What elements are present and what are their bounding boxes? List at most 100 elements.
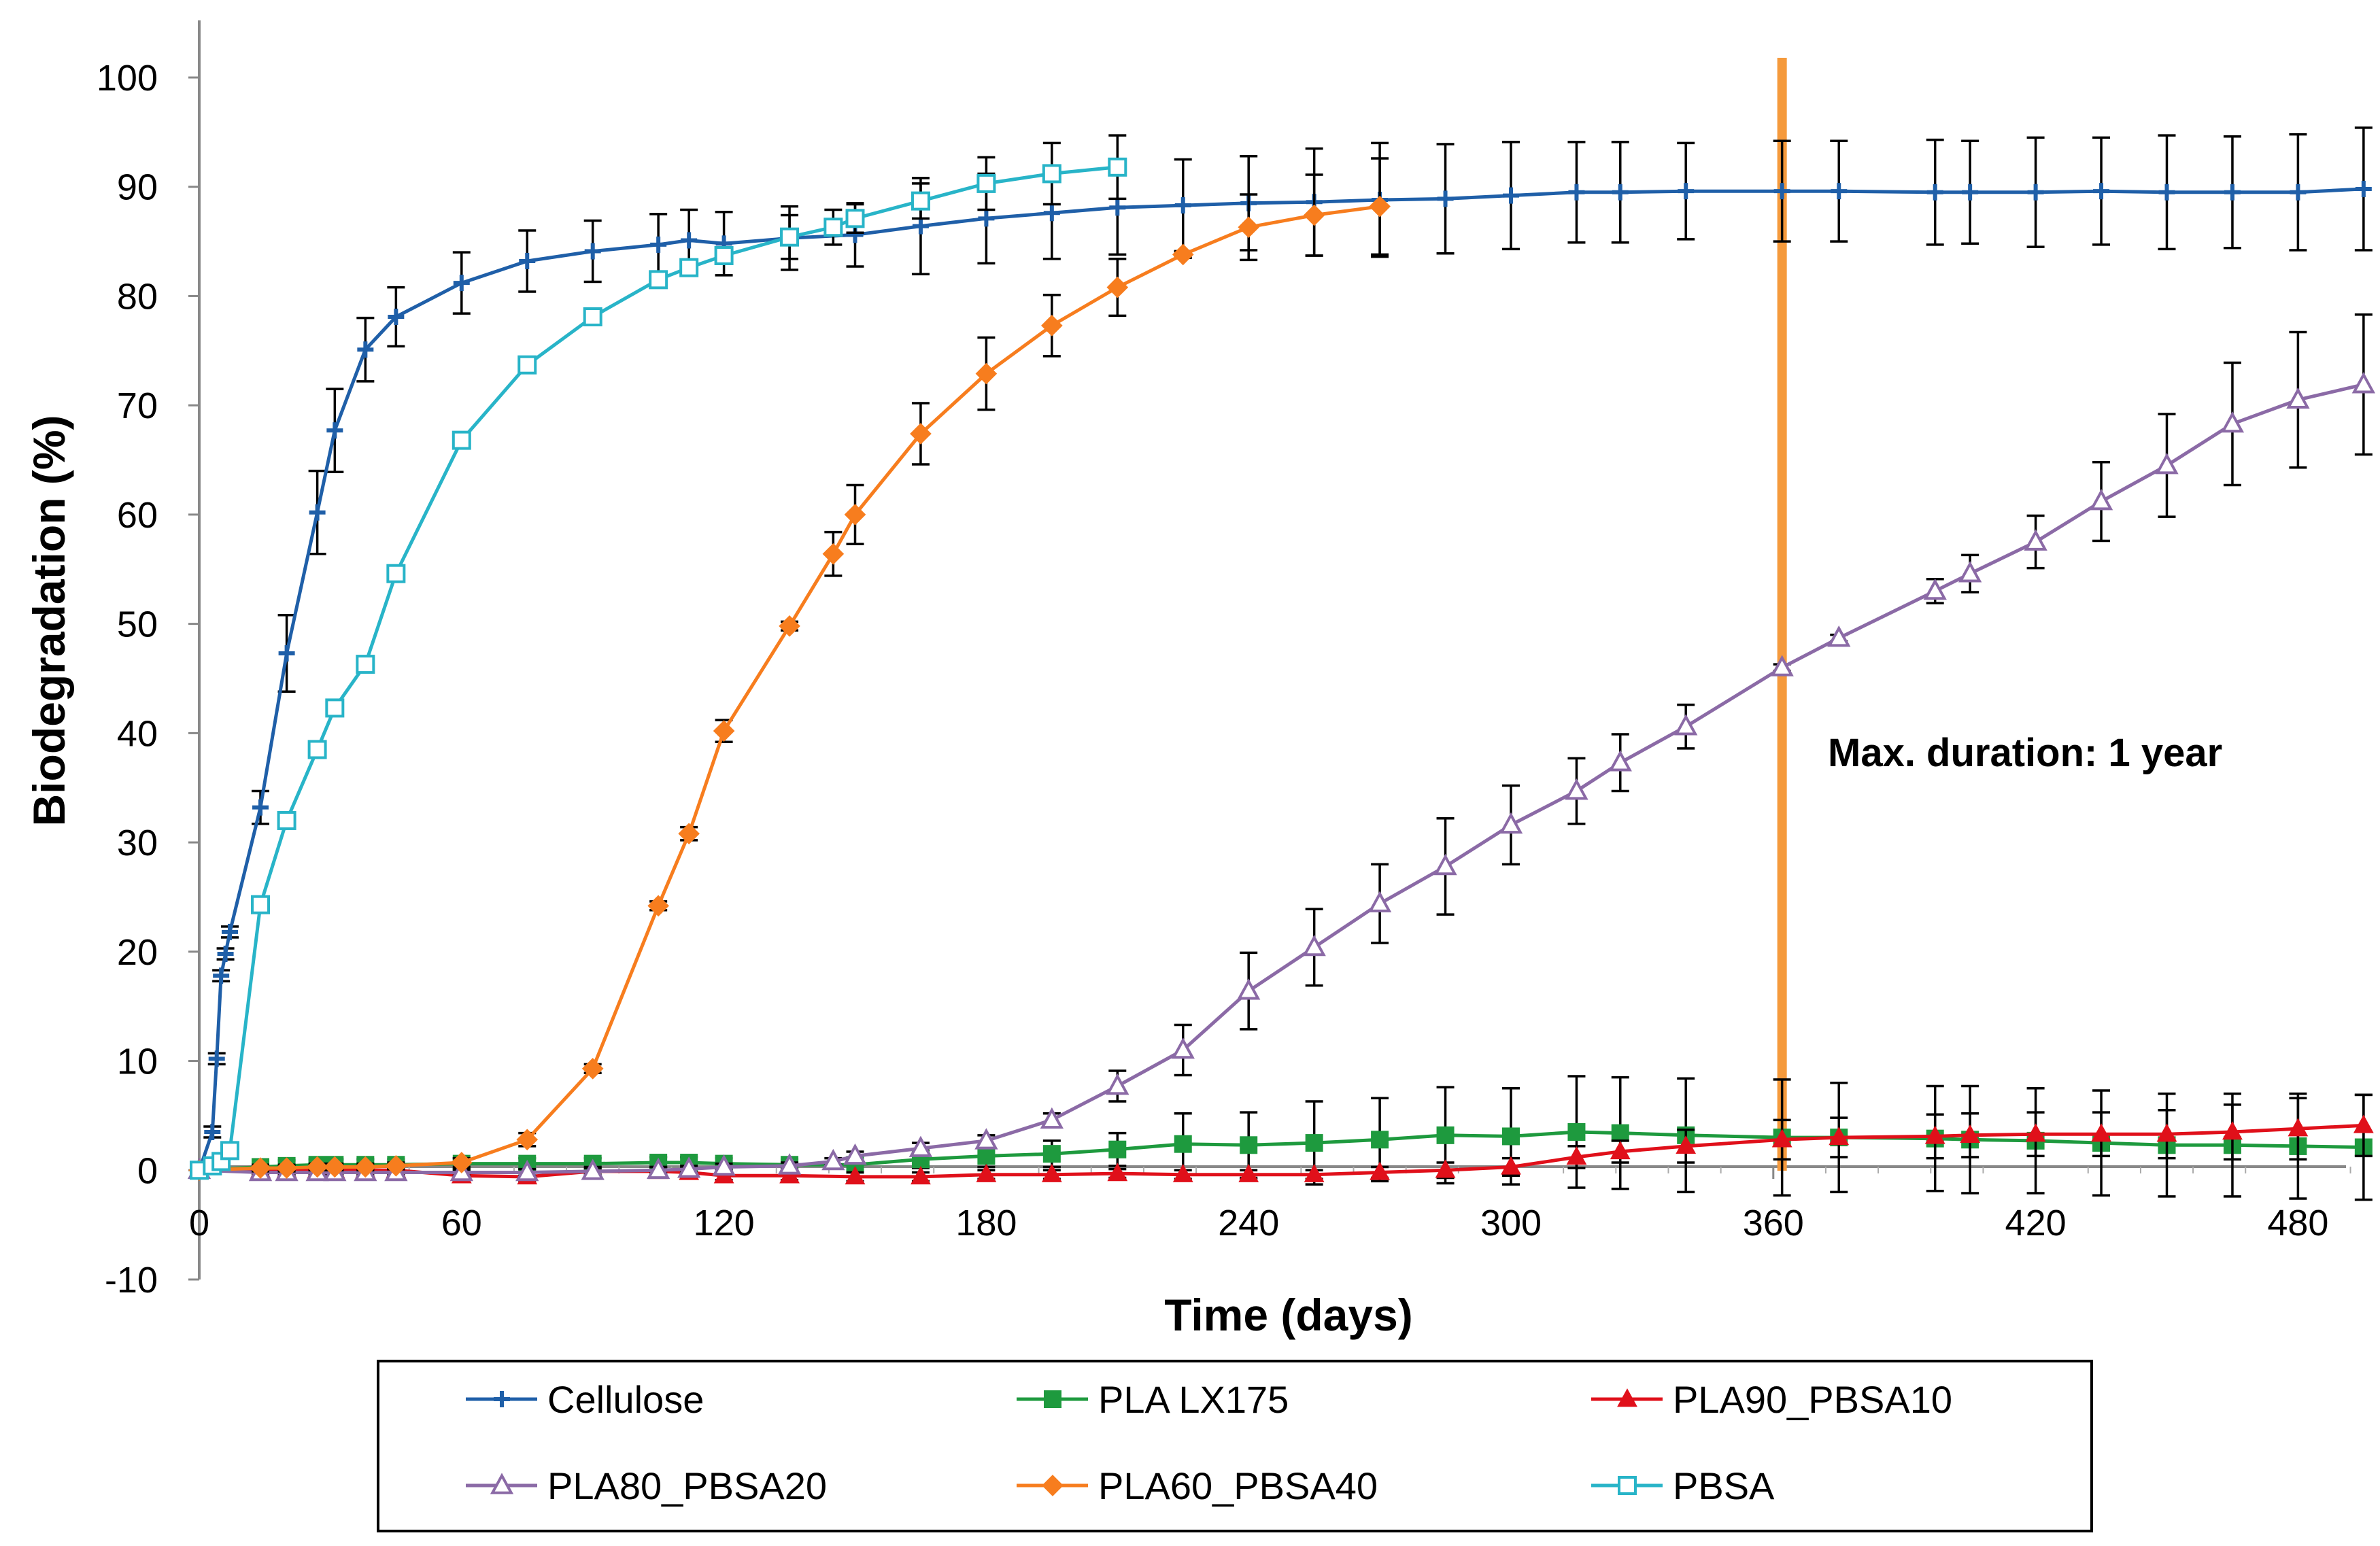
series-line bbox=[197, 187, 2364, 1171]
data-point bbox=[1106, 276, 1129, 298]
data-point bbox=[450, 1152, 473, 1173]
data-point bbox=[2286, 387, 2310, 409]
data-point bbox=[1433, 853, 1457, 876]
data-point bbox=[2351, 372, 2376, 394]
data-point bbox=[2024, 529, 2047, 551]
data-point bbox=[2091, 1123, 2111, 1142]
data-point bbox=[309, 504, 326, 521]
y-tick-label: 20 bbox=[117, 932, 158, 973]
data-point bbox=[252, 799, 269, 816]
data-point bbox=[1611, 1124, 1629, 1142]
data-point bbox=[1770, 655, 1794, 676]
data-point bbox=[581, 1057, 604, 1080]
data-point bbox=[357, 341, 374, 358]
data-point bbox=[519, 253, 536, 270]
legend-entry: PLA60_PBSA40 bbox=[1017, 1464, 1378, 1507]
data-point bbox=[1370, 1161, 1390, 1180]
data-point bbox=[307, 740, 327, 759]
data-point bbox=[1238, 1163, 1259, 1182]
data-point bbox=[1610, 1141, 1631, 1160]
series-line bbox=[199, 165, 1118, 1172]
data-point bbox=[1502, 1127, 1520, 1146]
data-point bbox=[677, 1156, 701, 1178]
data-point bbox=[1962, 184, 1979, 201]
data-point bbox=[712, 1154, 736, 1176]
data-point bbox=[1109, 199, 1126, 216]
data-point bbox=[843, 1143, 867, 1165]
data-point bbox=[1106, 1073, 1129, 1095]
legend-label: PBSA bbox=[1673, 1464, 1775, 1507]
data-point bbox=[649, 270, 668, 290]
data-point bbox=[251, 895, 271, 914]
x-tick-label: 480 bbox=[2267, 1203, 2328, 1243]
data-point bbox=[1171, 1037, 1195, 1059]
data-point bbox=[1924, 1125, 1945, 1144]
data-point bbox=[1831, 183, 1848, 200]
x-tick-label: 240 bbox=[1218, 1203, 1279, 1243]
data-point bbox=[1174, 1135, 1192, 1153]
data-point bbox=[1371, 1131, 1389, 1149]
data-point bbox=[277, 810, 296, 830]
data-point bbox=[2290, 184, 2307, 201]
data-point bbox=[2025, 1123, 2046, 1142]
legend-label: Cellulose bbox=[547, 1378, 704, 1421]
one-year-annotation: Max. duration: 1 year bbox=[1828, 731, 2222, 775]
y-tick-label: 0 bbox=[137, 1150, 158, 1191]
data-point bbox=[845, 1166, 866, 1185]
y-tick-label: 10 bbox=[117, 1042, 158, 1082]
data-point bbox=[517, 355, 537, 375]
data-point bbox=[1503, 187, 1519, 204]
data-point bbox=[2353, 1114, 2374, 1133]
data-point bbox=[821, 1148, 845, 1171]
data-point bbox=[1040, 1107, 1064, 1129]
data-point bbox=[1827, 625, 1851, 647]
data-point bbox=[1608, 750, 1632, 772]
y-tick-label: 50 bbox=[117, 604, 158, 645]
data-point bbox=[494, 1391, 510, 1407]
data-point bbox=[250, 1157, 271, 1179]
legend-label: PLA60_PBSA40 bbox=[1098, 1464, 1378, 1507]
data-point bbox=[1923, 578, 1947, 600]
x-axis-title: Time (days) bbox=[1164, 1290, 1413, 1340]
data-point bbox=[1499, 812, 1523, 834]
data-point bbox=[1773, 183, 1790, 200]
data-point bbox=[2220, 411, 2245, 433]
data-point bbox=[1041, 1163, 1062, 1182]
data-point bbox=[2222, 1121, 2243, 1140]
data-point bbox=[213, 967, 230, 984]
data-point bbox=[910, 423, 932, 445]
data-point bbox=[356, 655, 375, 674]
data-point bbox=[581, 1158, 605, 1180]
data-point bbox=[844, 504, 866, 526]
legend-label: PLA80_PBSA20 bbox=[547, 1464, 827, 1507]
data-point bbox=[1437, 190, 1454, 207]
legend-entry: Cellulose bbox=[466, 1378, 704, 1421]
data-point bbox=[326, 422, 343, 439]
data-point bbox=[1305, 1134, 1323, 1152]
y-tick-label: 40 bbox=[117, 713, 158, 754]
data-point bbox=[1043, 205, 1060, 222]
y-tick-label: 60 bbox=[117, 495, 158, 536]
data-point bbox=[386, 564, 406, 583]
data-point bbox=[583, 307, 602, 326]
data-point bbox=[679, 258, 699, 277]
data-point bbox=[354, 1156, 377, 1178]
legend-entry: PLA80_PBSA20 bbox=[466, 1464, 827, 1507]
data-point bbox=[1436, 1126, 1455, 1144]
data-point bbox=[1676, 1135, 1697, 1154]
data-point bbox=[974, 1128, 998, 1150]
data-point bbox=[1041, 315, 1063, 337]
series-line bbox=[199, 383, 2364, 1174]
data-point bbox=[1771, 1129, 1792, 1148]
legend-entry: PBSA bbox=[1591, 1464, 1775, 1507]
error-bars bbox=[203, 134, 1127, 1169]
data-point bbox=[1044, 1390, 1061, 1408]
data-point bbox=[1960, 1124, 1981, 1144]
x-tick-label: 120 bbox=[694, 1203, 755, 1243]
data-point bbox=[1172, 1163, 1193, 1182]
data-point bbox=[1566, 1146, 1587, 1165]
data-point bbox=[1501, 1156, 1521, 1175]
legend-entry: PLA90_PBSA10 bbox=[1591, 1378, 1952, 1421]
